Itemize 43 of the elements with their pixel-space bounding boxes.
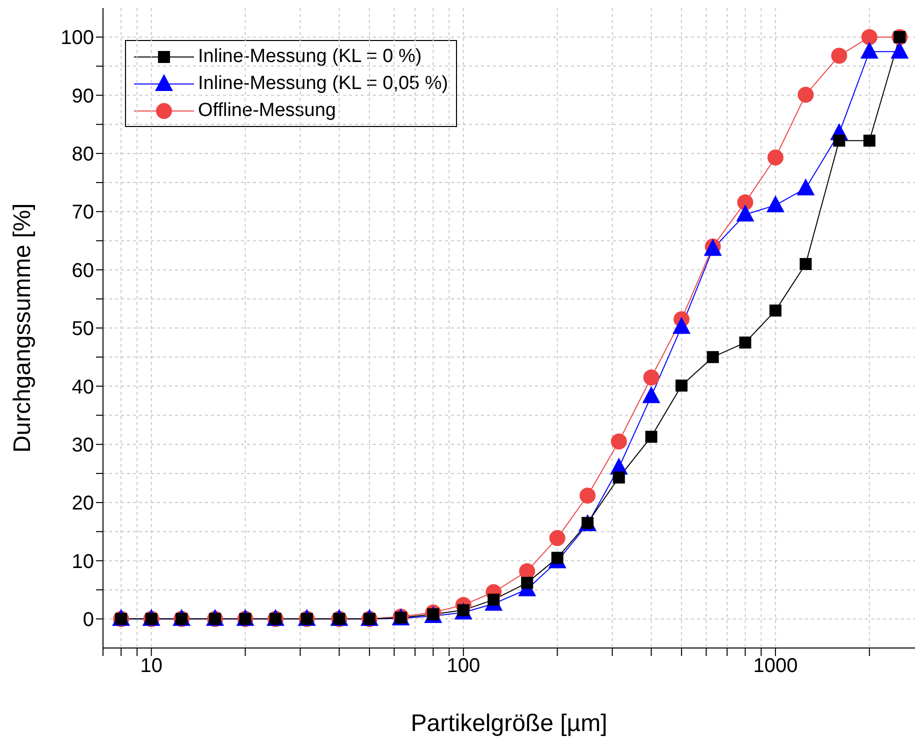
x-tick-label: 100 <box>446 655 480 678</box>
point <box>796 178 815 196</box>
y-tick-label: 40 <box>72 376 94 398</box>
legend-label: Inline-Messung (KL = 0 %) <box>198 46 422 68</box>
y-tick-label: 70 <box>72 202 94 224</box>
point <box>736 204 754 222</box>
point <box>769 304 782 317</box>
point <box>861 29 878 46</box>
point <box>798 86 814 103</box>
point <box>672 316 691 334</box>
legend-label: Offline-Messung <box>198 100 336 122</box>
point <box>643 369 660 386</box>
x-axis-title: Partikelgröße [µm] <box>410 710 608 737</box>
legend-label: Inline-Messung (KL = 0,05 %) <box>198 72 448 94</box>
y-tick-label: 50 <box>72 318 94 340</box>
y-tick-label: 100 <box>60 27 94 50</box>
y-tick-label: 60 <box>72 260 94 282</box>
y-tick-label: 10 <box>72 550 94 573</box>
point <box>863 134 876 147</box>
point <box>739 336 752 349</box>
x-tick-label: 1000 <box>753 655 798 678</box>
y-tick-label: 30 <box>72 434 94 456</box>
point <box>610 433 627 450</box>
y-tick-label: 80 <box>72 144 94 166</box>
point <box>890 42 909 59</box>
point <box>580 488 596 504</box>
point <box>766 195 784 212</box>
point <box>612 472 625 484</box>
point <box>737 194 754 210</box>
point <box>549 530 566 546</box>
point <box>521 576 534 589</box>
y-tick-label: 0 <box>82 609 94 632</box>
point <box>800 258 812 270</box>
point <box>860 42 878 59</box>
y-axis-title: Durchgangssumme [%] <box>9 203 36 453</box>
point <box>706 351 719 364</box>
point <box>645 430 658 443</box>
x-tick-label: 10 <box>140 655 162 678</box>
point <box>676 380 688 392</box>
y-tick-label: 90 <box>72 85 94 108</box>
point <box>642 386 660 404</box>
y-tick-label: 20 <box>72 492 94 515</box>
point <box>767 150 784 166</box>
